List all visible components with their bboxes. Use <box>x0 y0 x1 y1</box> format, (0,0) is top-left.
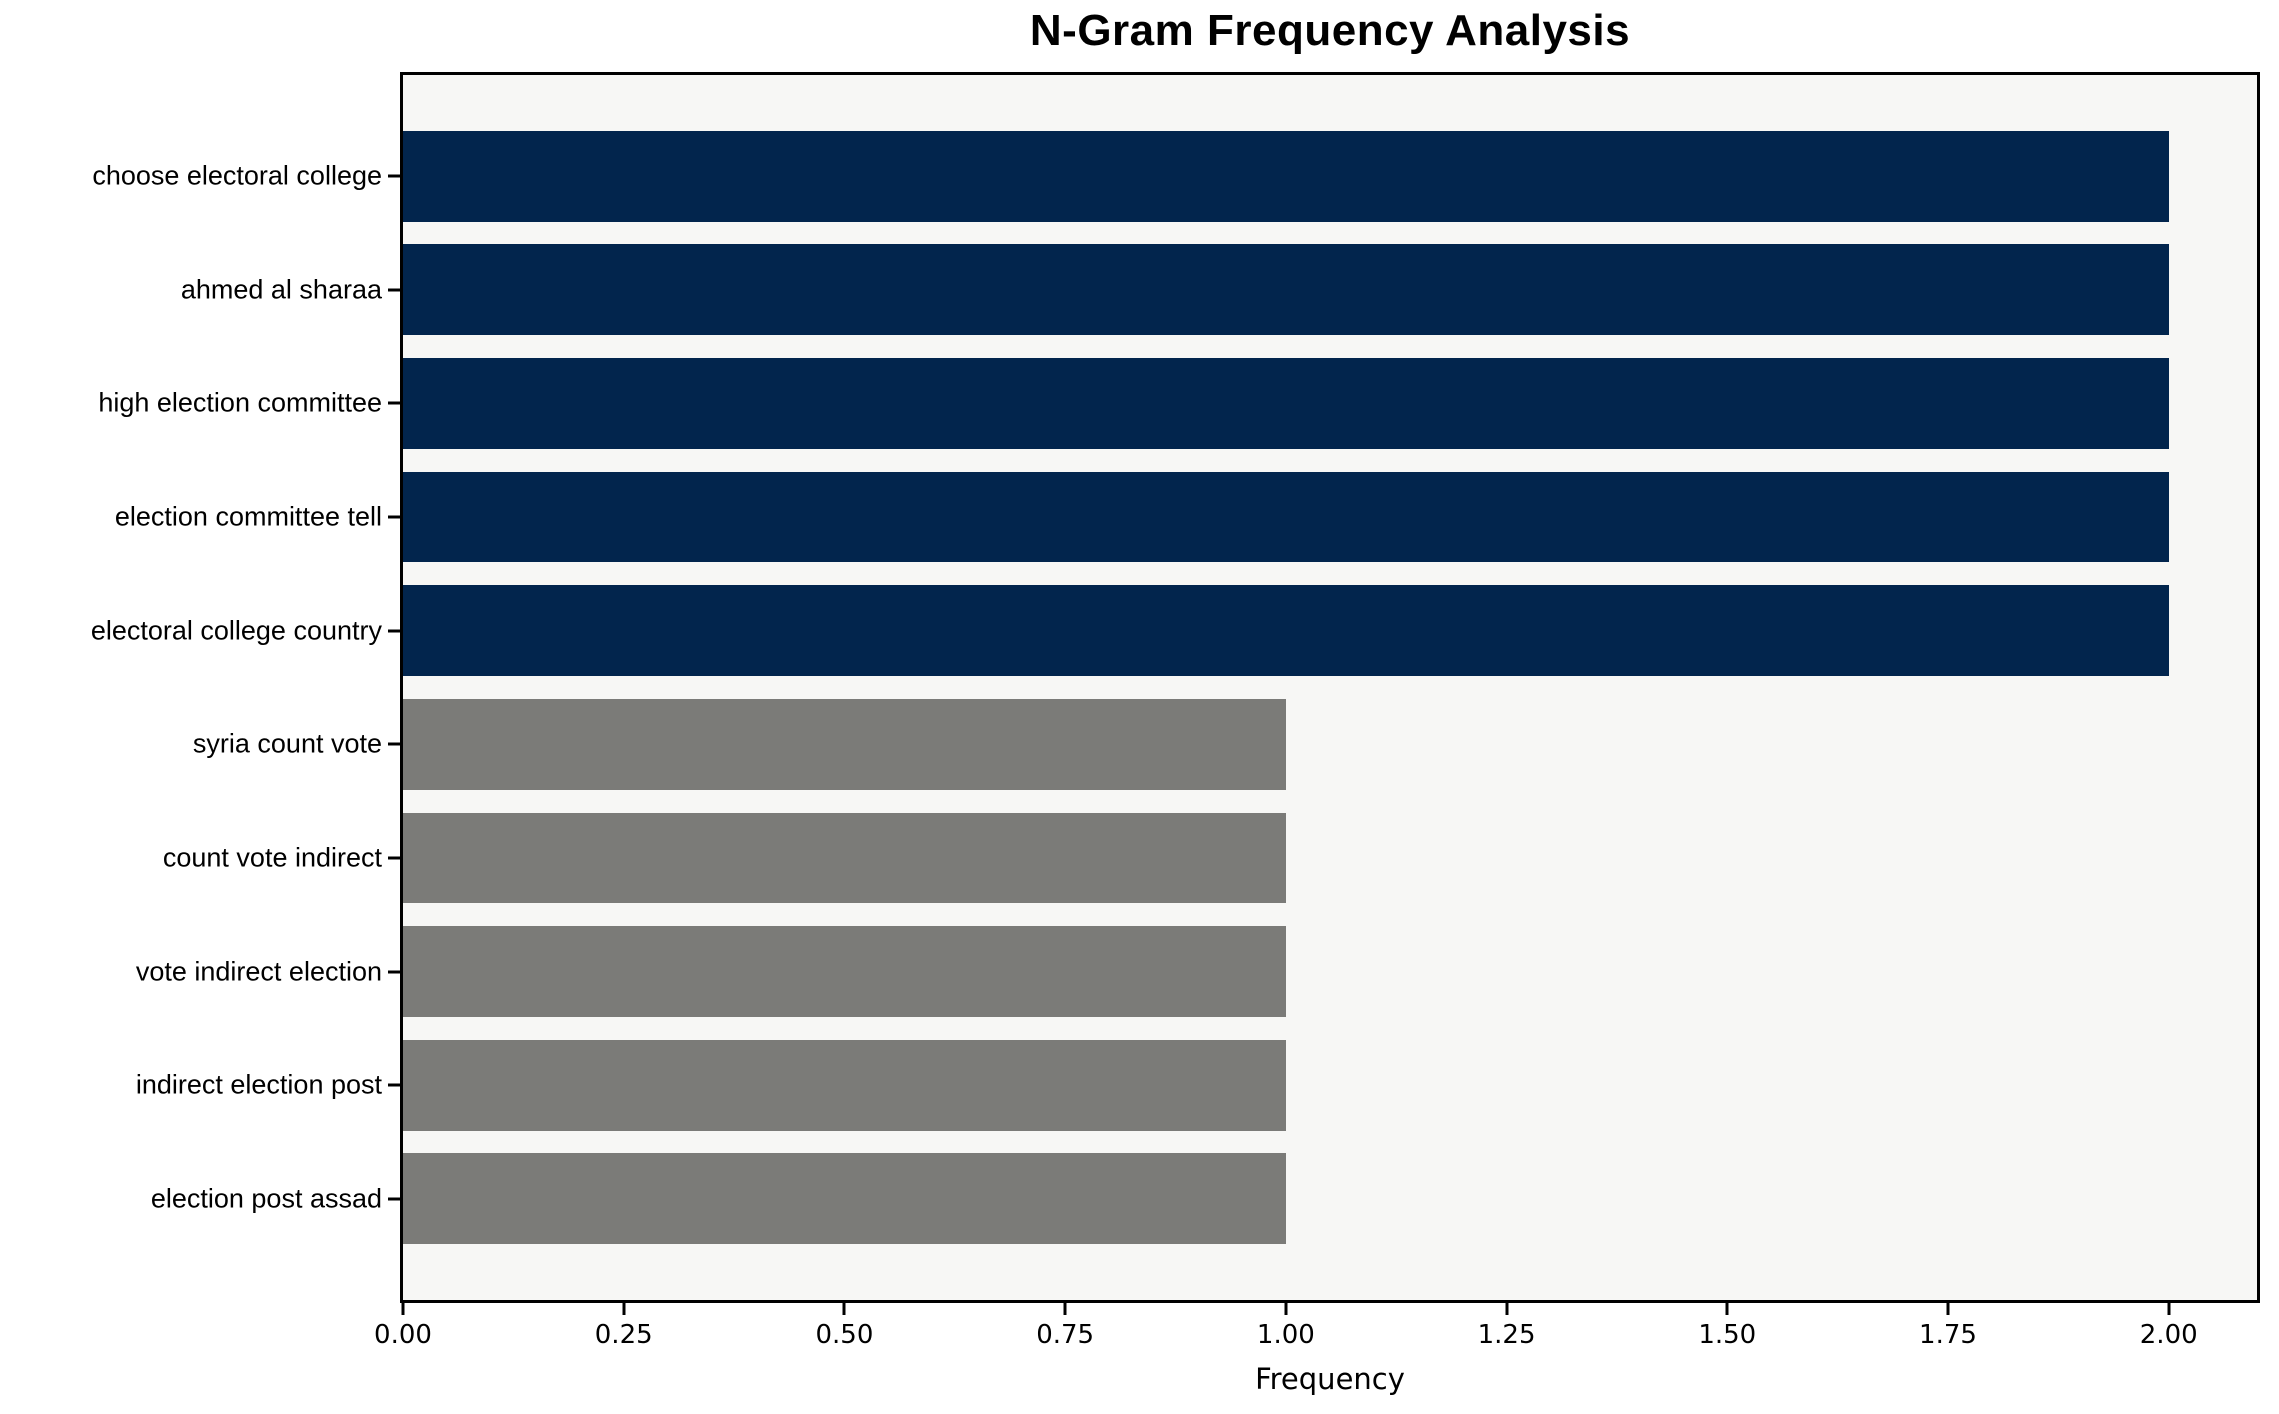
x-tick-mark <box>622 1303 626 1315</box>
x-axis-tick-marks <box>401 1303 2257 1315</box>
bars-layer <box>403 75 2257 1300</box>
bar-indirect-election-post <box>403 1039 1286 1131</box>
x-tick-label: 0.25 <box>594 1320 653 1350</box>
x-tick-label: 2.00 <box>2139 1320 2198 1350</box>
y-axis-labels: choose electoral college ahmed al sharaa h… <box>0 75 382 1300</box>
x-tick-label: 1.75 <box>1919 1320 1977 1350</box>
bar-choose-electoral-college <box>403 130 2169 222</box>
y-tick-mark <box>388 742 400 746</box>
y-tick-label: election committee tell <box>114 501 382 532</box>
y-axis-tick-marks <box>388 75 400 1300</box>
x-tick-label: 0.75 <box>1036 1320 1095 1350</box>
y-tick-mark <box>388 629 400 633</box>
y-tick-mark <box>388 288 400 292</box>
y-tick-label: high election committee <box>98 387 382 418</box>
x-tick-mark <box>1505 1303 1509 1315</box>
y-tick-mark <box>388 401 400 405</box>
x-tick-mark <box>1725 1303 1729 1315</box>
y-tick-label: election post assad <box>150 1183 382 1214</box>
x-tick-label: 1.50 <box>1698 1320 1757 1350</box>
x-tick-mark <box>2167 1303 2171 1315</box>
x-axis-label: Frequency <box>1255 1362 1405 1396</box>
bar-high-election-committee <box>403 357 2169 449</box>
y-tick-label: choose electoral college <box>92 160 382 191</box>
y-tick-mark <box>388 1083 400 1087</box>
y-tick-label: electoral college country <box>90 615 382 646</box>
bar-election-committee-tell <box>403 471 2169 563</box>
x-tick-mark <box>401 1303 405 1315</box>
x-tick-label: 1.25 <box>1477 1320 1536 1350</box>
y-tick-mark <box>388 970 400 974</box>
x-tick-label: 0.50 <box>815 1320 874 1350</box>
y-tick-label: vote indirect election <box>135 956 382 987</box>
bar-election-post-assad <box>403 1153 1286 1245</box>
x-tick-mark <box>1284 1303 1288 1315</box>
x-tick-label: 1.00 <box>1256 1320 1315 1350</box>
bar-count-vote-indirect <box>403 812 1286 904</box>
y-tick-label: ahmed al sharaa <box>180 274 382 305</box>
y-tick-mark <box>388 1197 400 1201</box>
y-tick-label: indirect election post <box>135 1069 382 1100</box>
y-tick-mark <box>388 515 400 519</box>
x-tick-label: 0.00 <box>374 1320 432 1350</box>
bar-vote-indirect-election <box>403 926 1286 1018</box>
y-tick-label: syria count vote <box>192 728 382 759</box>
y-tick-label: count vote indirect <box>162 842 382 873</box>
bar-electoral-college-country <box>403 585 2169 677</box>
chart-title: N-Gram Frequency Analysis <box>1029 6 1631 55</box>
x-tick-mark <box>1946 1303 1950 1315</box>
bar-ahmed-al-sharaa <box>403 244 2169 336</box>
y-tick-mark <box>388 856 400 860</box>
x-tick-mark <box>1063 1303 1067 1315</box>
x-tick-mark <box>842 1303 846 1315</box>
bar-syria-count-vote <box>403 698 1286 790</box>
y-tick-mark <box>388 174 400 178</box>
x-axis-tick-labels: 0.00 0.25 0.50 0.75 1.00 1.25 1.50 1.75 2.00 <box>374 1320 2257 1354</box>
